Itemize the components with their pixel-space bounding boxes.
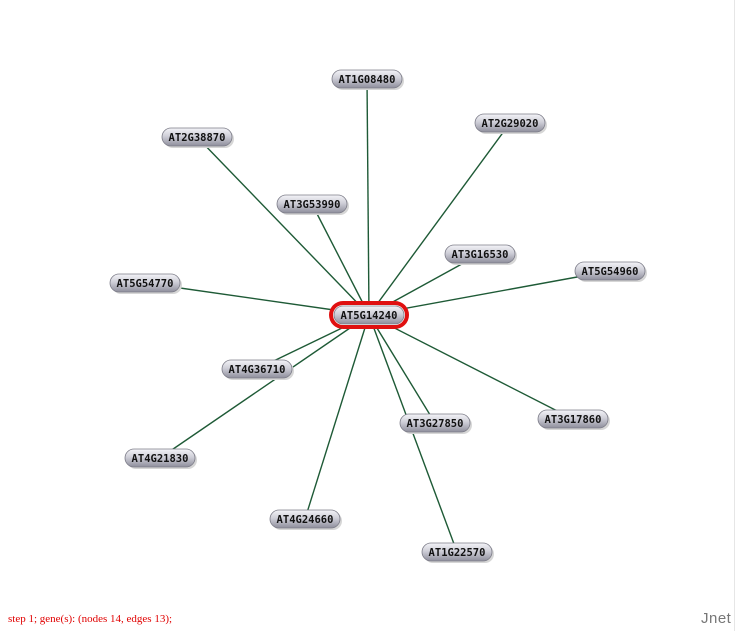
- node-pill: [276, 194, 348, 214]
- node-pill: [221, 359, 293, 379]
- node-at3g17860[interactable]: AT3G17860: [537, 409, 610, 430]
- node-label: AT3G27850: [407, 418, 464, 430]
- node-pill: [331, 69, 403, 89]
- node-at3g27850[interactable]: AT3G27850: [399, 413, 472, 434]
- edge-at5g14240-at4g24660: [304, 314, 370, 520]
- node-label: AT4G24660: [277, 514, 334, 526]
- node-label: AT5G54770: [117, 278, 174, 290]
- node-label: AT3G16530: [452, 249, 509, 261]
- node-pill: [161, 127, 233, 147]
- node-at4g21830[interactable]: AT4G21830: [124, 448, 197, 469]
- node-label: AT2G29020: [482, 118, 539, 130]
- status-text: step 1; gene(s): (nodes 14, edges 13);: [8, 613, 173, 625]
- node-label: AT3G17860: [545, 414, 602, 426]
- node-at3g16530[interactable]: AT3G16530: [444, 244, 517, 265]
- node-pill: [109, 273, 181, 293]
- node-pill: [124, 448, 196, 468]
- node-layer: AT5G14240 AT1G08480 AT2G38870 AT2G29020 AT3G…: [109, 69, 647, 563]
- node-pill: [269, 509, 341, 529]
- node-label: AT5G14240: [341, 310, 398, 322]
- node-label: AT4G21830: [132, 453, 189, 465]
- edge-at5g14240-at3g53990: [311, 203, 370, 316]
- edge-at5g14240-at3g27850: [368, 314, 436, 424]
- node-at1g08480[interactable]: AT1G08480: [331, 69, 404, 90]
- edge-at5g14240-at5g54960: [368, 270, 611, 316]
- node-at5g54960[interactable]: AT5G54960: [574, 261, 647, 282]
- right-divider: [734, 0, 735, 631]
- edge-at5g14240-at2g29020: [368, 122, 511, 316]
- node-pill: [421, 542, 493, 562]
- node-label: AT1G22570: [429, 547, 486, 559]
- node-pill: [574, 261, 646, 281]
- node-at5g14240[interactable]: AT5G14240: [329, 301, 409, 329]
- edge-at5g14240-at1g08480: [366, 78, 370, 316]
- node-at1g22570[interactable]: AT1G22570: [421, 542, 494, 563]
- node-at4g36710[interactable]: AT4G36710: [221, 359, 294, 380]
- edge-at5g14240-at2g38870: [196, 136, 370, 316]
- jnet-logo: Jnet: [701, 610, 732, 627]
- node-pill: [399, 413, 471, 433]
- edge-at5g14240-at4g21830: [159, 314, 370, 459]
- node-label: AT3G53990: [284, 199, 341, 211]
- node-at2g29020[interactable]: AT2G29020: [474, 113, 547, 134]
- node-pill: [333, 305, 405, 325]
- node-label: AT1G08480: [339, 74, 396, 86]
- edge-at5g14240-at3g17860: [368, 314, 574, 420]
- node-at2g38870[interactable]: AT2G38870: [161, 127, 234, 148]
- node-label: AT4G36710: [229, 364, 286, 376]
- node-label: AT2G38870: [169, 132, 226, 144]
- node-pill: [474, 113, 546, 133]
- node-at4g24660[interactable]: AT4G24660: [269, 509, 342, 530]
- node-at5g54770[interactable]: AT5G54770: [109, 273, 182, 294]
- node-pill: [444, 244, 516, 264]
- node-label: AT5G54960: [582, 266, 639, 278]
- node-at3g53990[interactable]: AT3G53990: [276, 194, 349, 215]
- node-pill: [537, 409, 609, 429]
